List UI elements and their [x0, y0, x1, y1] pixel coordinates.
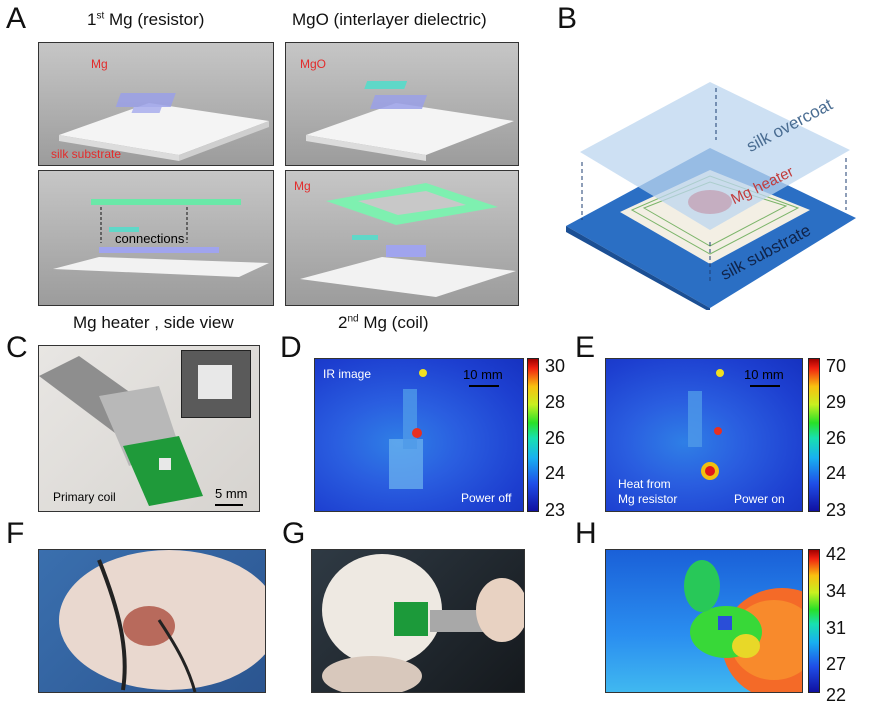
layer-stack-render	[566, 82, 856, 312]
label-ir-image: IR image	[323, 367, 372, 381]
caption-right-sup: nd	[347, 313, 359, 325]
label-connections: connections	[115, 231, 185, 246]
scale-label-e: 10 mm	[744, 367, 784, 382]
title-left-main: Mg (resistor)	[108, 10, 205, 29]
panel-d-ir-image: IR image 10 mm Power off	[314, 358, 524, 512]
panel-a-title-right: MgO (interlayer dielectric)	[292, 10, 487, 29]
side-view-render	[53, 199, 269, 277]
colorbar-e	[808, 358, 820, 512]
colorbar-h	[808, 549, 820, 693]
label-mg: Mg	[91, 57, 108, 71]
colorbar-h-tick-0: 42	[826, 544, 847, 564]
panel-a-caption-left: Mg heater , side view	[73, 313, 234, 332]
panel-b-exploded-view: silk overcoat Mg heater silk substrate	[560, 42, 860, 312]
colorbar-e-tick-2: 26	[826, 428, 847, 448]
colorbar-d-tick-4: 23	[545, 500, 566, 520]
panel-label-f: F	[6, 517, 25, 550]
scale-bar-c	[215, 504, 243, 506]
label-mg-coil: Mg	[294, 179, 311, 193]
panel-label-d: D	[280, 331, 302, 364]
panel-label-g: G	[282, 517, 306, 550]
panel-a-title-left: 1st Mg (resistor)	[87, 10, 204, 30]
scale-label-d: 10 mm	[463, 367, 503, 382]
caption-right-main: Mg (coil)	[363, 313, 429, 332]
colorbar-h-tick-1: 34	[826, 581, 847, 601]
label-mg-resistor: Mg resistor	[618, 492, 678, 506]
label-power-off: Power off	[461, 491, 512, 505]
colorbar-h-tick-2: 31	[826, 618, 847, 638]
inset-device	[198, 365, 232, 399]
caption-right-num: 2	[338, 313, 348, 332]
mouse-photo-render	[322, 554, 524, 692]
scale-bar-e	[750, 385, 780, 387]
colorbar-d	[527, 358, 539, 512]
panel-a-bottom-left-image: connections	[38, 170, 274, 306]
panel-c-photo: Primary coil 5 mm	[38, 345, 260, 512]
colorbar-d-tick-0: 30	[545, 356, 566, 376]
colorbar-d-tick-1: 28	[545, 392, 566, 412]
panel-a-bottom-right-image: Mg	[285, 170, 519, 306]
substrate-mgo-render	[306, 81, 514, 161]
panel-e-ir-image: 10 mm Heat from Mg resistor Power on	[605, 358, 803, 512]
colorbar-d-tick-2: 26	[545, 428, 566, 448]
scale-bar-d	[469, 385, 499, 387]
surgery-photo-render	[59, 550, 265, 692]
ir-mouse-render	[684, 560, 802, 692]
colorbar-e-tick-0: 70	[826, 356, 847, 376]
colorbar-e-tick-3: 24	[826, 463, 847, 483]
panel-a-top-left-image: Mg silk substrate	[38, 42, 274, 166]
panel-label-c: C	[6, 331, 28, 364]
colorbar-h-tick-3: 27	[826, 654, 847, 674]
panel-a-caption-right: 2nd Mg (coil)	[338, 313, 429, 333]
ir-device-render	[389, 369, 427, 489]
panel-label-h: H	[575, 517, 597, 550]
panel-h-ir-image	[605, 549, 803, 693]
label-power-on: Power on	[734, 492, 785, 506]
scale-label-c: 5 mm	[215, 486, 248, 501]
panel-g-photo	[311, 549, 525, 693]
colorbar-e-tick-1: 29	[826, 392, 847, 412]
panel-f-photo	[38, 549, 266, 693]
panel-a-top-right-image: MgO	[285, 42, 519, 166]
colorbar-d-tick-3: 24	[545, 463, 566, 483]
panel-label-a: A	[6, 2, 27, 35]
panel-label-b: B	[557, 2, 578, 35]
ir-heat-render	[688, 369, 724, 480]
colorbar-h-tick-4: 22	[826, 685, 847, 705]
substrate-render	[59, 93, 269, 161]
panel-label-e: E	[575, 331, 596, 364]
title-left-sup: st	[96, 10, 105, 22]
label-heat-from: Heat from	[618, 477, 671, 491]
label-silk-substrate: silk substrate	[51, 147, 122, 161]
colorbar-e-tick-4: 23	[826, 500, 847, 520]
label-mgo: MgO	[300, 57, 327, 71]
label-primary-coil: Primary coil	[53, 490, 116, 504]
inset-photo	[181, 350, 251, 418]
title-left-num: 1	[87, 10, 97, 29]
coil-render	[300, 183, 516, 297]
connector-photo-render	[39, 356, 203, 506]
